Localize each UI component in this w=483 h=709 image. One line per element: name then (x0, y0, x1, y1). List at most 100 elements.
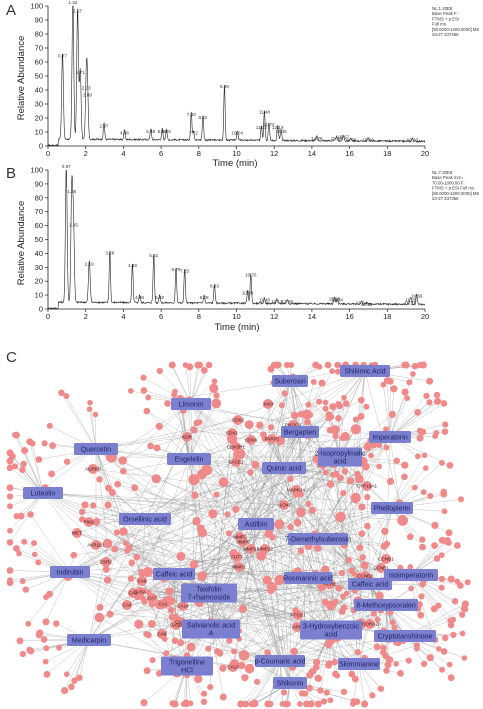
x-tick-label: 18 (383, 149, 391, 158)
compound-label: Skimmianine (339, 662, 379, 669)
target-node (352, 416, 359, 423)
x-tick-label: 2 (84, 312, 88, 321)
target-node (441, 428, 449, 436)
target-label: CA1 (159, 602, 168, 607)
x-tick-label: 18 (383, 312, 391, 321)
target-node (16, 637, 24, 645)
peak-label: 16.90 (361, 302, 373, 307)
target-node (304, 418, 311, 426)
target-node (414, 408, 421, 416)
compound-node (281, 426, 319, 438)
target-node (87, 399, 93, 406)
target-node (219, 664, 227, 672)
target-node (153, 444, 161, 452)
target-node (310, 379, 317, 385)
target-node (340, 604, 348, 611)
target-node-labelled (91, 540, 101, 550)
target-node (86, 406, 93, 413)
target-node (356, 544, 364, 551)
target-node (416, 434, 424, 442)
x-tick-label: 14 (308, 312, 316, 321)
peak-label: 0.97 (62, 164, 71, 169)
target-node (262, 575, 272, 585)
target-node (19, 578, 26, 585)
target-node (64, 671, 70, 677)
target-node (208, 509, 218, 519)
target-node (440, 648, 448, 655)
target-node (145, 394, 152, 401)
peak-label: 6.28 (162, 129, 171, 134)
target-node (387, 656, 394, 663)
target-node (419, 428, 427, 436)
target-node (317, 687, 324, 694)
target-node (42, 618, 50, 626)
target-node (338, 569, 346, 577)
target-node (397, 514, 408, 526)
target-node (335, 584, 343, 592)
target-node-labelled (260, 544, 270, 554)
target-node (364, 522, 371, 530)
target-node (141, 598, 148, 605)
target-node (326, 480, 335, 488)
target-node (58, 389, 65, 397)
target-node (415, 453, 421, 460)
x-tick-label: 0 (46, 312, 50, 321)
peak-label: 5.45 (146, 129, 155, 134)
target-node (296, 507, 306, 518)
target-node (383, 426, 389, 433)
compound-label: Shikimic Acid (344, 369, 385, 376)
target-node (201, 464, 213, 476)
target-node (36, 629, 44, 637)
peak-label: 8.83 (210, 284, 219, 289)
compound-node (171, 398, 211, 410)
target-node (140, 387, 148, 394)
peak-label: 11.48 (259, 109, 271, 114)
target-node (251, 460, 260, 469)
compound-node (338, 658, 380, 670)
target-node (7, 577, 13, 583)
meta-line: FTMS + p ESI Full ms (432, 186, 474, 191)
target-node (333, 470, 340, 477)
y-tick-label: 70 (35, 44, 43, 53)
target-node (331, 658, 338, 666)
x-tick-label: 14 (308, 149, 316, 158)
target-node (94, 612, 105, 623)
target-node (35, 456, 43, 463)
target-node (341, 468, 349, 475)
target-node-labelled (238, 537, 248, 547)
target-node-labelled (137, 576, 147, 586)
compound-label: Astilbin (245, 522, 268, 529)
target-node (274, 574, 285, 586)
target-node (140, 699, 148, 707)
target-node (79, 516, 86, 523)
target-node (386, 477, 395, 485)
target-node (43, 645, 50, 652)
target-node-labelled (376, 563, 386, 573)
target-node (19, 466, 26, 473)
target-node (156, 367, 163, 375)
target-node (273, 361, 281, 369)
target-node (105, 484, 112, 492)
target-node-labelled (232, 552, 242, 562)
target-node (426, 399, 433, 406)
target-node (114, 480, 122, 488)
target-node (368, 452, 374, 459)
y-tick-label: 90 (35, 16, 43, 25)
target-node (442, 634, 449, 642)
x-tick-label: 4 (121, 149, 125, 158)
target-node (401, 361, 408, 369)
target-node (11, 432, 18, 438)
x-tick-label: 2 (84, 149, 88, 158)
target-node (261, 435, 269, 442)
target-node (314, 701, 321, 707)
target-node (287, 475, 294, 483)
target-label: APP (292, 625, 301, 630)
compound-node (153, 568, 195, 580)
compound-label: Luteolin (31, 491, 56, 498)
x-tick-label: 8 (197, 312, 201, 321)
compound-node (255, 655, 305, 667)
target-node (209, 383, 219, 393)
x-tick-label: 12 (270, 312, 278, 321)
target-node (76, 674, 83, 681)
target-node (363, 442, 372, 451)
